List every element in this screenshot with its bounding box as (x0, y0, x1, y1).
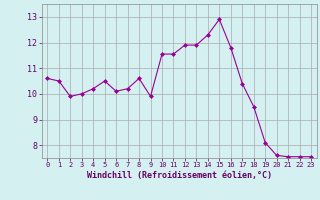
X-axis label: Windchill (Refroidissement éolien,°C): Windchill (Refroidissement éolien,°C) (87, 171, 272, 180)
